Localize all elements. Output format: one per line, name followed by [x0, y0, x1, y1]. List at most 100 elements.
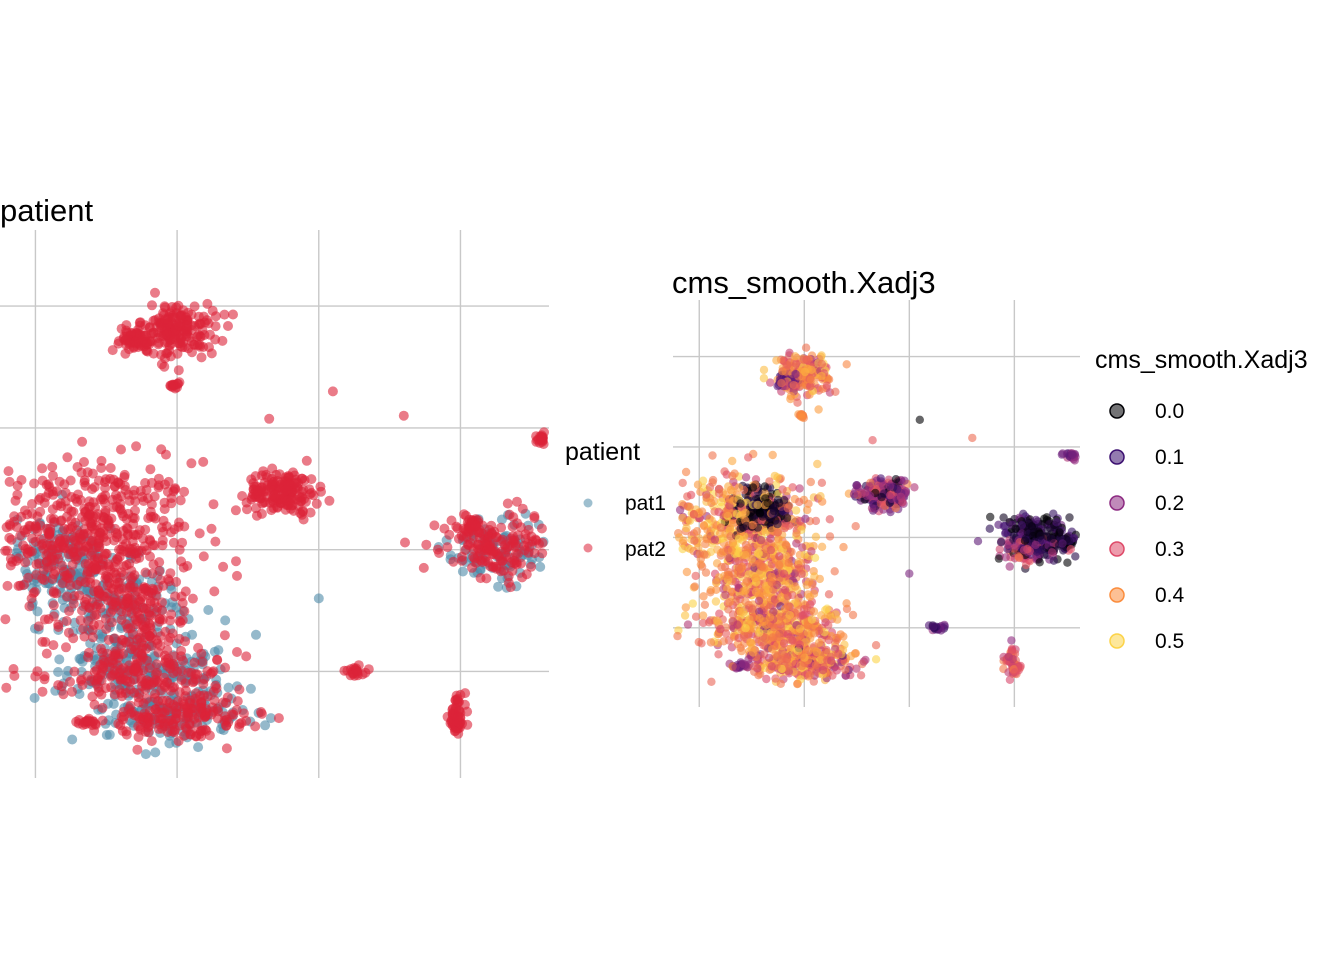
scatter-point [53, 554, 64, 564]
scatter-point [4, 476, 15, 487]
scatter-point [43, 527, 54, 538]
scatter-point [146, 736, 157, 747]
scatter-point [178, 655, 188, 666]
scatter-point [65, 676, 75, 687]
scatter-point [537, 548, 548, 559]
scatter-point [791, 598, 800, 607]
scatter-point [60, 487, 71, 498]
scatter-point [79, 631, 90, 642]
scatter-point [154, 566, 165, 576]
scatter-point [896, 492, 906, 502]
scatter-point [795, 497, 804, 507]
scatter-point [189, 657, 200, 668]
scatter-point [144, 720, 155, 731]
scatter-point [839, 632, 848, 641]
scatter-point [1011, 542, 1020, 551]
scatter-point [791, 369, 800, 379]
scatter-point [70, 536, 81, 546]
scatter-point [973, 537, 983, 546]
scatter-point [782, 655, 791, 664]
scatter-point [63, 524, 74, 535]
scatter-point [198, 456, 209, 467]
scatter-point [784, 558, 793, 568]
scatter-point [61, 616, 72, 626]
scatter-point [497, 555, 508, 566]
scatter-point [136, 676, 147, 687]
scatter-point [726, 485, 736, 495]
scatter-point [763, 498, 772, 508]
scatter-point [232, 696, 243, 707]
scatter-point [5, 553, 16, 564]
scatter-point [175, 617, 186, 628]
scatter-point [237, 491, 248, 501]
scatter-point [193, 330, 204, 340]
scatter-point [146, 499, 157, 510]
scatter-point [153, 707, 164, 718]
scatter-point [155, 331, 166, 341]
scatter-point [760, 482, 769, 491]
scatter-point [109, 633, 120, 644]
scatter-point [807, 547, 816, 556]
scatter-point [696, 560, 706, 569]
scatter-point [755, 614, 764, 623]
scatter-point [810, 553, 820, 562]
scatter-point [135, 594, 146, 605]
scatter-point [702, 535, 711, 544]
scatter-point [107, 345, 118, 356]
scatter-point [232, 570, 242, 581]
scatter-point [929, 622, 938, 631]
scatter-point [803, 505, 812, 515]
scatter-point [1001, 553, 1010, 562]
scatter-point [876, 474, 885, 483]
scatter-point [97, 715, 108, 726]
scatter-point [817, 359, 826, 369]
scatter-point [141, 693, 152, 704]
scatter-point [1000, 521, 1010, 531]
scatter-point [256, 707, 266, 717]
scatter-point [134, 552, 145, 563]
scatter-point [905, 569, 914, 578]
scatter-point [809, 607, 819, 616]
scatter-point [132, 607, 143, 618]
scatter-point [534, 538, 544, 549]
scatter-point [464, 514, 475, 525]
scatter-point [119, 469, 130, 480]
scatter-point [16, 475, 27, 485]
scatter-point [165, 381, 176, 391]
scatter-point [535, 561, 546, 572]
scatter-point [140, 320, 151, 331]
scatter-point [876, 499, 885, 508]
scatter-point [398, 410, 409, 421]
scatter-point [85, 536, 96, 547]
scatter-point [65, 475, 76, 486]
scatter-point [824, 590, 834, 599]
scatter-point [114, 544, 124, 555]
scatter-point [1010, 668, 1019, 677]
scatter-point [755, 607, 764, 616]
scatter-point [777, 379, 786, 388]
scatter-point [103, 595, 114, 606]
scatter-point [1005, 562, 1014, 571]
scatter-point [209, 586, 220, 597]
scatter-point [777, 593, 786, 602]
chart-title-cms: cms_smooth.Xadj3 [672, 265, 936, 300]
scatter-point [827, 656, 836, 665]
scatter-point [154, 613, 165, 624]
scatter-point [150, 689, 160, 699]
legend-title-cms: cms_smooth.Xadj3 [1095, 346, 1308, 374]
legend-label-0.4: 0.4 [1155, 584, 1185, 607]
scatter-point [134, 713, 145, 724]
scatter-point [118, 635, 128, 646]
legend-key-0.1 [1109, 449, 1125, 465]
scatter-point [54, 654, 65, 665]
scatter-point [118, 648, 129, 659]
scatter-point [176, 674, 187, 685]
scatter-point [100, 614, 111, 624]
scatter-point [112, 493, 123, 504]
scatter-point [27, 499, 37, 509]
legend-dot [1109, 495, 1125, 511]
scatter-point [91, 609, 102, 620]
scatter-point [781, 541, 791, 550]
scatter-point [1068, 450, 1077, 459]
legend-label-0.2: 0.2 [1155, 492, 1185, 515]
